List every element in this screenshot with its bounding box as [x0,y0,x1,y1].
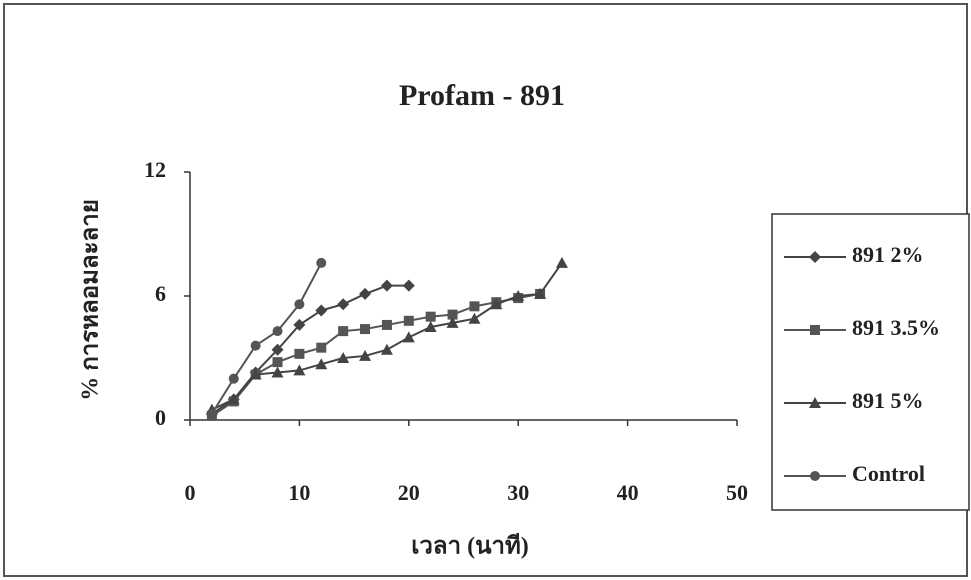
x-tick-label: 50 [726,480,748,505]
marker [251,341,261,351]
chart-title: Profam - 891 [399,79,565,112]
y-tick-label: 6 [155,281,166,306]
marker [294,349,304,359]
marker [469,301,479,311]
marker [360,324,370,334]
marker [316,258,326,268]
y-axis-label: % การหลอมละลาย [78,199,104,401]
x-tick-label: 0 [185,480,196,505]
marker [229,374,239,384]
marker [382,320,392,330]
marker [273,326,283,336]
x-tick-label: 20 [398,480,420,505]
x-axis-label: เวลา (นาที) [411,533,529,560]
legend-marker [810,471,820,481]
marker [294,299,304,309]
marker [404,316,414,326]
marker [273,357,283,367]
legend-label: 891 2% [852,242,924,267]
y-tick-label: 0 [155,405,166,430]
marker [316,343,326,353]
legend-label: 891 5% [852,388,924,413]
legend-marker [810,325,820,335]
y-tick-label: 12 [144,157,166,182]
chart: Profam - 891 เวลา (นาที) % การหลอมละลาย … [0,0,971,580]
x-tick-label: 30 [507,480,529,505]
marker [338,326,348,336]
legend-label: Control [852,461,925,486]
marker [426,312,436,322]
x-tick-label: 10 [288,480,310,505]
legend-label: 891 3.5% [852,315,940,340]
x-tick-label: 40 [617,480,639,505]
marker [207,409,217,419]
